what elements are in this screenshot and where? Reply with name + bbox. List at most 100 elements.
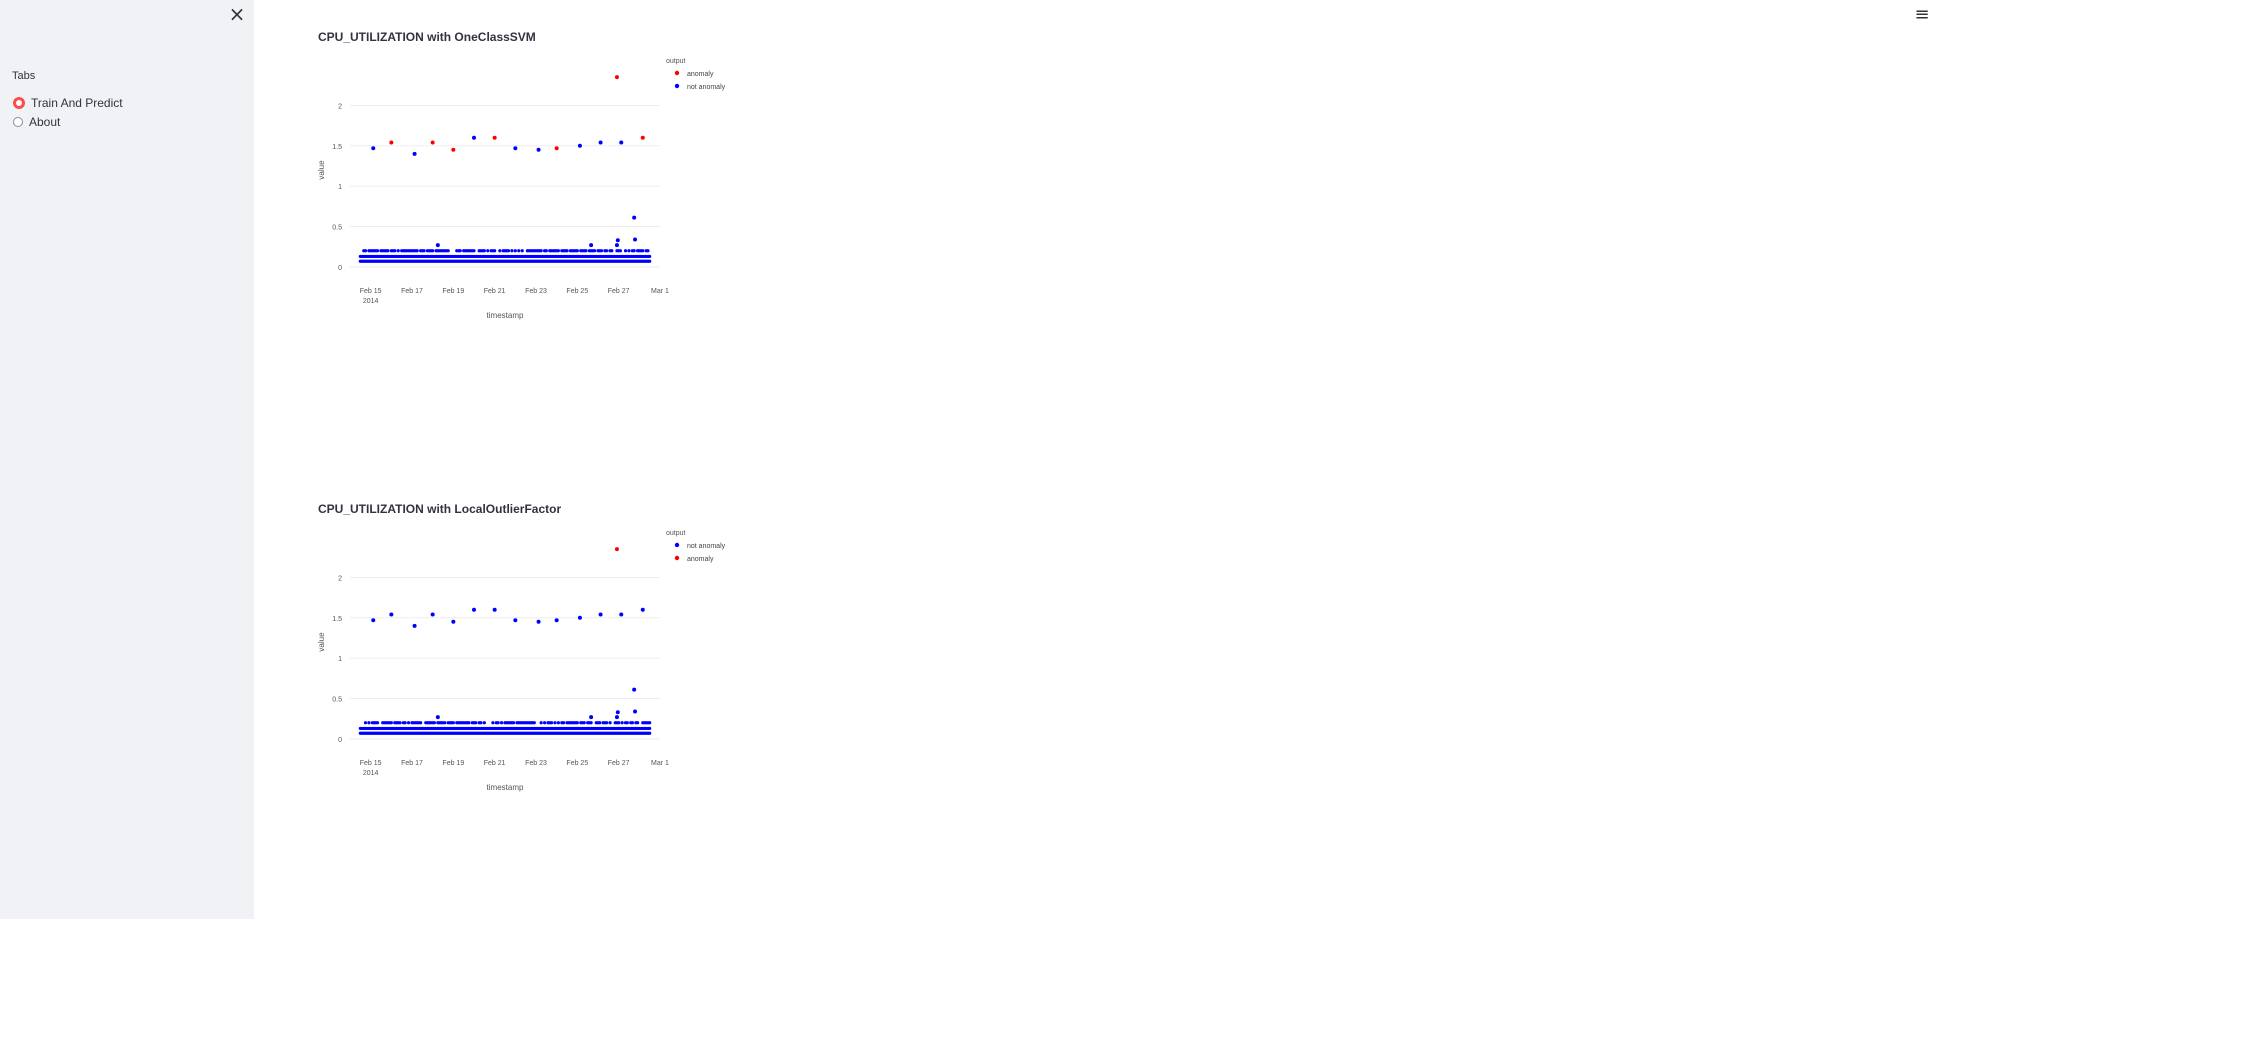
- data-point-not-anomaly: [443, 721, 447, 725]
- data-point-not-anomaly: [467, 721, 471, 725]
- data-point-anomaly: [492, 135, 497, 140]
- data-point-not-anomaly: [510, 249, 514, 253]
- y-tick-label: 0: [338, 265, 342, 272]
- radio-group-label: Tabs: [12, 70, 36, 82]
- radio-option-label: About: [29, 115, 61, 129]
- data-point-not-anomaly: [539, 721, 543, 725]
- legend-label: not anomaly: [687, 543, 726, 550]
- data-point-not-anomaly: [422, 249, 426, 253]
- data-point-not-anomaly: [536, 147, 541, 152]
- data-point-not-anomaly: [623, 249, 628, 253]
- data-point-not-anomaly: [554, 618, 559, 623]
- data-point-not-anomaly: [472, 607, 476, 612]
- data-point-not-anomaly: [598, 612, 603, 617]
- data-point-not-anomaly: [589, 721, 593, 725]
- data-point-not-anomaly: [506, 249, 511, 253]
- data-point-not-anomaly: [472, 249, 476, 253]
- data-point-not-anomaly: [520, 249, 524, 253]
- data-point-not-anomaly: [648, 731, 652, 735]
- radio-selected-icon[interactable]: [13, 97, 25, 109]
- data-point-anomaly: [640, 135, 645, 140]
- radio-option-label: Train And Predict: [31, 96, 123, 110]
- data-point-not-anomaly: [577, 615, 582, 620]
- data-point-not-anomaly: [592, 249, 597, 253]
- x-tick-label: Feb 21: [484, 288, 506, 295]
- data-point-not-anomaly: [556, 721, 560, 725]
- data-point-not-anomaly: [517, 249, 521, 253]
- y-tick-label: 1: [338, 656, 342, 663]
- data-point-not-anomaly: [435, 715, 440, 720]
- x-tick-label: 2014: [363, 298, 379, 305]
- x-tick-label: 2014: [363, 770, 379, 777]
- data-point-anomaly: [451, 147, 456, 152]
- radio-option-about[interactable]: About: [13, 115, 60, 129]
- data-point-not-anomaly: [398, 721, 402, 725]
- data-point-not-anomaly: [618, 249, 622, 253]
- legend-marker: [674, 555, 680, 561]
- data-point-not-anomaly: [363, 721, 368, 725]
- x-tick-label: Feb 27: [608, 760, 630, 767]
- data-point-not-anomaly: [553, 721, 557, 725]
- data-point-not-anomaly: [396, 249, 400, 253]
- data-point-not-anomaly: [498, 249, 502, 253]
- data-point-not-anomaly: [632, 215, 637, 220]
- data-point-not-anomaly: [406, 721, 411, 725]
- data-point-anomaly: [614, 75, 619, 80]
- x-tick-label: Feb 17: [401, 288, 423, 295]
- y-tick-label: 1.5: [332, 616, 342, 623]
- data-point-not-anomaly: [619, 140, 624, 145]
- y-tick-label: 1.5: [332, 144, 342, 151]
- data-point-not-anomaly: [619, 612, 624, 617]
- x-tick-label: Feb 23: [525, 760, 547, 767]
- y-tick-label: 0.5: [332, 697, 342, 704]
- data-point-not-anomaly: [389, 721, 393, 725]
- data-point-not-anomaly: [577, 143, 582, 148]
- data-point-not-anomaly: [636, 721, 640, 725]
- x-tick-label: Feb 17: [401, 760, 423, 767]
- data-point-not-anomaly: [549, 721, 554, 725]
- data-point-not-anomaly: [479, 721, 483, 725]
- data-point-not-anomaly: [589, 243, 594, 248]
- x-axis-title: timestamp: [487, 311, 524, 320]
- data-point-not-anomaly: [615, 710, 620, 715]
- x-tick-label: Feb 15: [360, 760, 382, 767]
- data-point-not-anomaly: [614, 715, 619, 720]
- data-point-not-anomaly: [482, 249, 486, 253]
- legend-marker: [674, 542, 680, 548]
- chart-title: CPU_UTILIZATION with OneClassSVM: [318, 30, 536, 44]
- data-point-not-anomaly: [513, 618, 518, 623]
- legend-label: not anomaly: [687, 84, 726, 91]
- data-point-not-anomaly: [605, 249, 609, 253]
- data-point-not-anomaly: [575, 249, 579, 253]
- y-tick-label: 0.5: [332, 225, 342, 232]
- close-sidebar-button[interactable]: ×: [226, 3, 248, 25]
- data-point-not-anomaly: [389, 612, 394, 617]
- data-point-not-anomaly: [375, 249, 380, 253]
- data-point-not-anomaly: [472, 135, 476, 140]
- data-point-not-anomaly: [648, 259, 652, 263]
- x-tick-label: Mar 1: [651, 288, 669, 295]
- data-point-not-anomaly: [492, 607, 497, 612]
- data-point-not-anomaly: [627, 249, 631, 253]
- x-tick-label: Feb 25: [566, 288, 588, 295]
- radio-option-train-and-predict[interactable]: Train And Predict: [13, 96, 123, 110]
- data-point-not-anomaly: [620, 721, 624, 725]
- data-point-not-anomaly: [499, 721, 504, 725]
- data-point-not-anomaly: [598, 721, 602, 725]
- data-point-not-anomaly: [491, 721, 495, 725]
- main-menu-button[interactable]: ≡: [1911, 4, 1933, 25]
- data-point-not-anomaly: [632, 687, 637, 692]
- data-point-not-anomaly: [415, 249, 419, 253]
- legend-label: anomaly: [687, 556, 714, 563]
- data-point-not-anomaly: [482, 721, 486, 725]
- x-axis-title: timestamp: [487, 783, 524, 792]
- data-point-not-anomaly: [419, 721, 423, 725]
- x-tick-label: Feb 19: [442, 760, 464, 767]
- data-point-not-anomaly: [474, 721, 478, 725]
- radio-unselected-icon[interactable]: [13, 117, 23, 127]
- data-point-not-anomaly: [584, 249, 588, 253]
- legend-title: output: [666, 530, 686, 537]
- x-tick-label: Feb 25: [566, 760, 588, 767]
- data-point-not-anomaly: [446, 249, 450, 253]
- x-tick-label: Mar 1: [651, 760, 669, 767]
